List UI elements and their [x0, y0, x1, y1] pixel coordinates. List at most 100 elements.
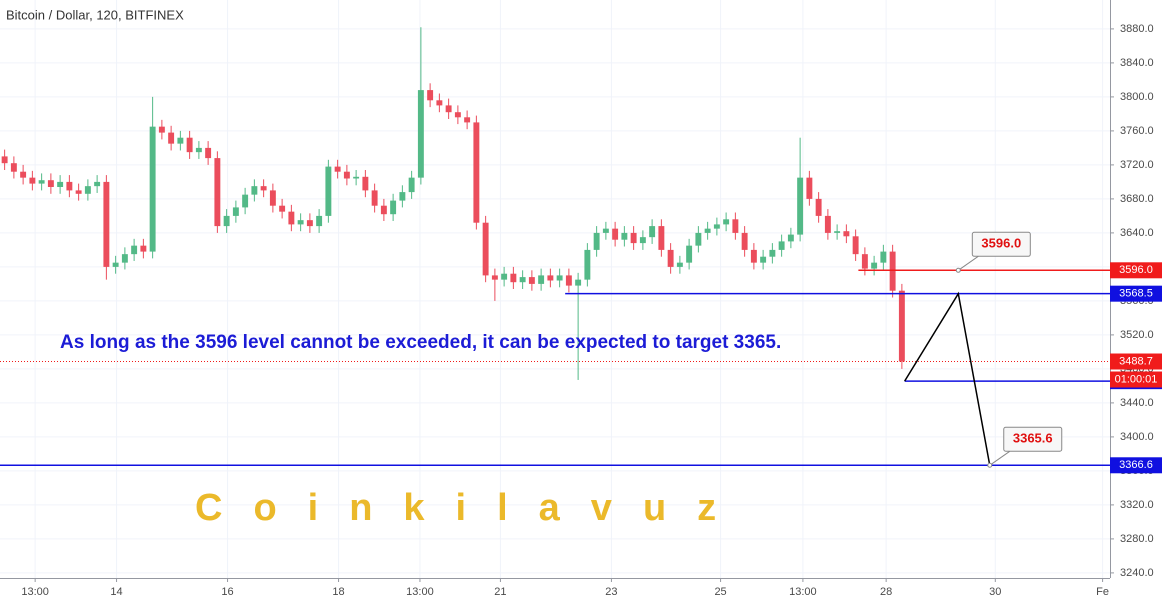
- candle-body: [649, 226, 656, 238]
- price-label: 3568.5: [1119, 288, 1153, 300]
- price-label: 3596.0: [1119, 264, 1153, 276]
- candle-body: [251, 186, 258, 195]
- candle-body: [482, 222, 489, 276]
- candle-body: [84, 186, 91, 194]
- candle-body: [306, 220, 313, 227]
- candle-body: [658, 226, 665, 250]
- price-label: 3366.6: [1119, 459, 1153, 471]
- projection-line: [904, 291, 991, 466]
- last-price-label: 3488.7: [1119, 355, 1153, 367]
- candle-body: [343, 171, 350, 179]
- candle-body: [57, 181, 64, 187]
- price-label-box: [1110, 457, 1162, 474]
- candle-body: [880, 251, 887, 263]
- candle-body: [371, 190, 378, 206]
- candle-body: [639, 237, 646, 244]
- candle-body: [575, 279, 582, 286]
- candle-body: [519, 277, 526, 283]
- candle-body: [491, 275, 498, 280]
- chart-title: Bitcoin / Dollar, 120, BITFINEX: [6, 7, 184, 22]
- callout-pointer: [958, 255, 979, 271]
- y-tick-label: 3240.0: [1120, 567, 1154, 579]
- y-tick-label: 3520.0: [1120, 329, 1154, 341]
- x-tick-label: 13:00: [21, 586, 49, 598]
- candle-body: [269, 190, 276, 206]
- candle-body: [852, 236, 859, 255]
- candle-body: [510, 273, 517, 283]
- candle-body: [501, 273, 508, 280]
- candle-body: [168, 132, 175, 144]
- candle-body: [584, 249, 591, 280]
- x-tick-label: 23: [605, 586, 617, 598]
- price-label-box: [1110, 285, 1162, 302]
- y-tick-label: 3760.0: [1120, 125, 1154, 137]
- x-tick-label: 18: [332, 586, 344, 598]
- candle-body: [75, 190, 82, 194]
- candle-body: [704, 228, 711, 233]
- candle-body: [686, 245, 693, 263]
- y-tick-label: 3680.0: [1120, 193, 1154, 205]
- candle-body: [602, 228, 609, 233]
- candle-body: [297, 220, 304, 225]
- candle-body: [861, 254, 868, 269]
- candle-body: [149, 126, 156, 252]
- x-tick-label: 16: [221, 586, 233, 598]
- candle-body: [445, 105, 452, 113]
- y-tick-label: 3840.0: [1120, 57, 1154, 69]
- candle-body: [464, 117, 471, 123]
- candle-body: [279, 205, 286, 212]
- candle-body: [538, 275, 545, 284]
- candle-body: [399, 192, 406, 201]
- annotation: As long as the 3596 level cannot be exce…: [60, 332, 781, 353]
- candle-body: [436, 100, 443, 106]
- candle-body: [140, 245, 147, 252]
- y-tick-label: 3880.0: [1120, 23, 1154, 35]
- candle-body: [121, 254, 128, 263]
- y-tick-label: 3440.0: [1120, 397, 1154, 409]
- x-tick-label: 21: [494, 586, 506, 598]
- candle-body: [473, 122, 480, 223]
- countdown-box: [1110, 371, 1162, 388]
- candle-body: [824, 215, 831, 233]
- candle-body: [723, 219, 730, 225]
- candle-body: [843, 231, 850, 237]
- candle-body: [612, 228, 619, 240]
- candle-body: [38, 180, 45, 184]
- candle-body: [316, 215, 323, 227]
- x-tick-label: 14: [110, 586, 122, 598]
- candle-body: [815, 198, 822, 216]
- candle-body: [889, 251, 896, 291]
- candle-body: [547, 275, 554, 281]
- candle-body: [408, 177, 415, 193]
- candle-body: [427, 90, 434, 101]
- candle-body: [380, 205, 387, 215]
- countdown-label: 01:00:01: [1115, 373, 1158, 385]
- candle-body: [334, 166, 341, 172]
- candle-body: [797, 177, 804, 235]
- x-tick-label: 13:00: [789, 586, 817, 598]
- candle-body: [29, 177, 36, 184]
- candle-body: [787, 234, 794, 242]
- candle-body: [288, 211, 295, 225]
- candle-body: [760, 256, 767, 263]
- price-label-box: [1110, 262, 1162, 279]
- y-tick-label: 3400.0: [1120, 431, 1154, 443]
- candle-body: [417, 90, 424, 178]
- candle-body: [806, 177, 813, 199]
- x-tick-label: Fe: [1096, 586, 1109, 598]
- candle-body: [177, 137, 184, 144]
- candle-body: [112, 262, 119, 267]
- y-tick-label: 3280.0: [1120, 533, 1154, 545]
- x-tick-label: 25: [714, 586, 726, 598]
- candle-body: [667, 249, 674, 267]
- candle-body: [325, 166, 332, 216]
- candle-body: [353, 176, 360, 179]
- candle-body: [528, 277, 535, 284]
- candle-body: [713, 224, 720, 229]
- candle-body: [20, 171, 27, 178]
- candle-body: [186, 137, 193, 153]
- candle-body: [778, 241, 785, 250]
- candle-body: [593, 232, 600, 250]
- candle-body: [66, 181, 73, 191]
